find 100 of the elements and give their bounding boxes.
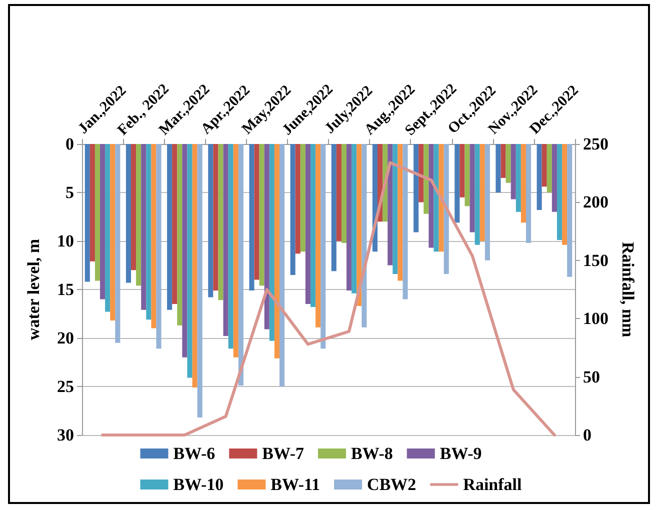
bar <box>156 144 162 349</box>
bar <box>460 144 465 198</box>
bar <box>444 144 449 274</box>
legend-label: BW-6 <box>173 444 216 463</box>
bar <box>177 144 182 326</box>
bar <box>352 144 357 294</box>
y-tick-label: 30 <box>57 426 74 444</box>
bar <box>428 144 434 248</box>
y-tick-label: 5 <box>66 183 74 202</box>
bar <box>223 144 228 336</box>
bar <box>300 144 306 252</box>
y-tick-label: 25 <box>57 377 74 396</box>
legend-label: BW-11 <box>270 475 320 494</box>
bar <box>536 144 542 210</box>
legend-label: BW-9 <box>440 444 482 463</box>
bar <box>496 144 501 192</box>
bar <box>356 144 362 306</box>
bar <box>305 144 310 304</box>
bar <box>341 144 347 243</box>
bar <box>100 144 106 300</box>
bar <box>172 144 178 304</box>
bar <box>105 144 110 312</box>
bar <box>110 144 116 321</box>
bar <box>233 144 238 358</box>
bar <box>562 144 568 245</box>
bar <box>90 144 95 262</box>
bar <box>136 144 142 286</box>
bar <box>552 144 557 212</box>
y-tick-label: 15 <box>57 280 74 299</box>
bar <box>316 144 321 328</box>
y2-tick-label: 100 <box>583 309 608 328</box>
bar <box>213 144 218 290</box>
bar <box>192 144 198 388</box>
bar <box>388 144 393 266</box>
legend-label: CBW2 <box>367 475 416 494</box>
bar <box>94 144 100 281</box>
bar <box>167 144 172 310</box>
y2-tick-label: 150 <box>583 250 608 270</box>
bar <box>500 144 506 178</box>
bar <box>470 144 475 232</box>
bar <box>480 144 485 241</box>
bar <box>228 144 234 349</box>
bar <box>295 144 300 254</box>
y-axis-title: water level, m <box>24 238 43 340</box>
bar <box>279 144 285 386</box>
bar <box>414 144 419 232</box>
bar <box>274 144 280 358</box>
bar <box>115 144 120 343</box>
bar <box>310 144 316 307</box>
bar <box>336 144 342 241</box>
bar <box>506 144 511 183</box>
bar <box>249 144 254 290</box>
bar <box>484 144 490 260</box>
bar <box>141 144 146 310</box>
bar <box>182 144 188 358</box>
bar <box>542 144 547 187</box>
bar <box>556 144 562 240</box>
bar <box>151 144 156 328</box>
bar <box>424 144 429 214</box>
bar <box>131 144 136 270</box>
bar <box>290 144 296 275</box>
bar <box>418 144 424 202</box>
y2-tick-label: 250 <box>583 134 608 154</box>
bar <box>197 144 202 418</box>
bar <box>346 144 352 290</box>
y2-axis-title: Rainfall, mm <box>618 242 638 338</box>
line-series <box>101 161 556 436</box>
bar <box>264 144 270 330</box>
bar <box>434 144 439 252</box>
bar <box>187 144 192 378</box>
bar <box>438 144 444 252</box>
legend-label: BW-10 <box>173 475 224 494</box>
y-tick-label: 10 <box>57 232 74 250</box>
bar <box>259 144 264 286</box>
bar <box>208 144 214 298</box>
bar <box>84 144 90 282</box>
legend-label: BW-8 <box>351 444 393 463</box>
bar <box>218 144 224 300</box>
y2-tick-label: 200 <box>583 192 608 212</box>
bar <box>146 144 152 320</box>
bar <box>392 144 398 274</box>
bar <box>254 144 260 280</box>
bar <box>546 144 552 192</box>
y-tick-label: 0 <box>66 134 74 154</box>
bar <box>269 144 274 341</box>
bar <box>320 144 326 349</box>
bar <box>454 144 460 223</box>
bar <box>362 144 367 328</box>
bar <box>398 144 403 281</box>
bar <box>402 144 408 300</box>
bar <box>238 144 244 386</box>
y2-tick-label: 50 <box>583 367 600 386</box>
bar <box>464 144 470 206</box>
legend-label: BW-7 <box>262 444 304 463</box>
bar <box>526 144 532 243</box>
bar <box>474 144 480 245</box>
bar <box>567 144 572 277</box>
bar <box>510 144 516 200</box>
y-tick-label: 20 <box>57 328 74 348</box>
bar <box>331 144 336 272</box>
